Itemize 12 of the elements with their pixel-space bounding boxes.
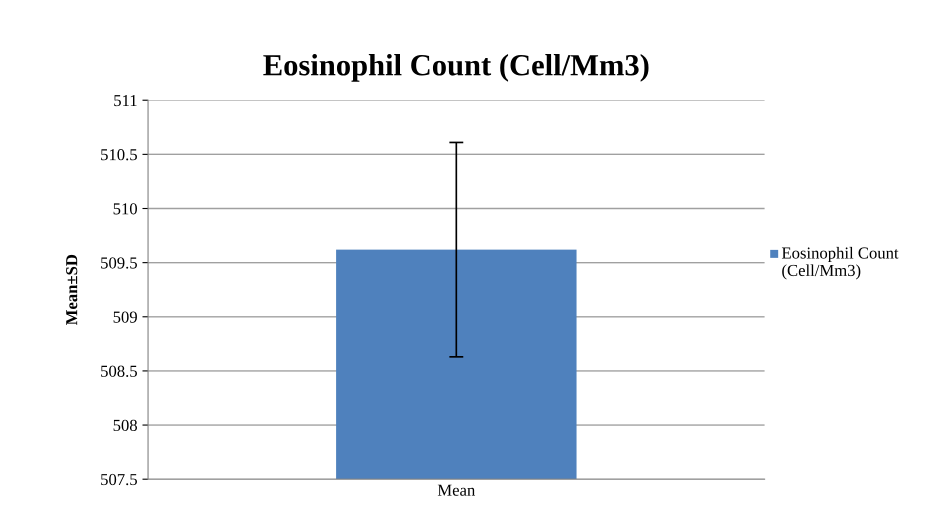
y-tick-label: 508.5	[101, 366, 137, 377]
y-tick-label: 510.5	[101, 149, 137, 160]
y-tick-label: 508	[114, 420, 137, 432]
chart-title: Eosinophil Count (Cell/Mm3)	[263, 54, 649, 82]
y-tick-label: 510	[114, 203, 137, 214]
y-tick-label: 509.5	[101, 257, 137, 269]
y-tick-label: 509	[114, 311, 137, 323]
y-axis-title: Mean±SD	[66, 254, 78, 326]
legend-label: Eosinophil Count (Cell/Mm3)	[782, 246, 898, 280]
y-tick-label: 511	[114, 95, 137, 106]
x-tick-label: Mean	[438, 484, 476, 496]
y-tick-label: 507.5	[101, 474, 137, 486]
